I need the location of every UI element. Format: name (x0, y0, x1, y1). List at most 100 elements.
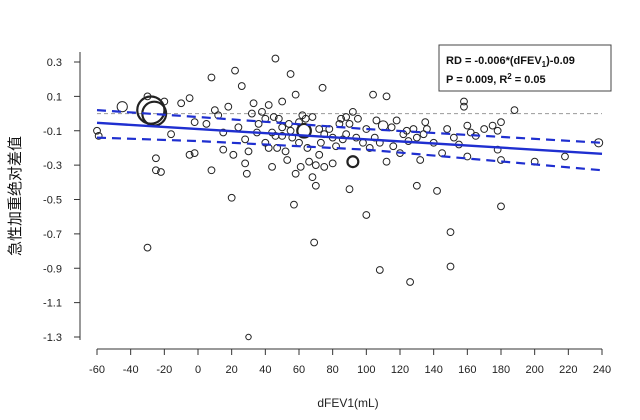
data-point (94, 132, 103, 140)
data-point (463, 152, 472, 161)
axes (79, 52, 602, 350)
annotation-line-2: P = 0.009, R2 = 0.05 (446, 72, 546, 86)
data-point (285, 119, 293, 128)
data-point (185, 94, 194, 102)
data-point (382, 157, 391, 166)
data-point (249, 99, 258, 108)
data-point (392, 116, 401, 125)
data-point (316, 138, 325, 147)
data-point (362, 211, 371, 219)
data-point (286, 126, 295, 135)
data-point (433, 187, 441, 195)
data-point (369, 90, 377, 99)
y-tick-label: -0.5 (43, 195, 62, 207)
data-point (271, 54, 280, 63)
x-tick-label: 120 (391, 364, 409, 376)
data-point (177, 99, 186, 108)
y-tick-group: 0.3 0.1 -0.1 -0.3 -0.5 -0.7 -0.9 -1.1 -1.3 (43, 57, 80, 344)
annotation-box (438, 44, 612, 92)
data-point (219, 128, 228, 137)
data-point (497, 202, 505, 211)
data-point (242, 169, 251, 178)
data-point (488, 121, 497, 130)
data-point (229, 150, 238, 159)
data-point (258, 107, 266, 116)
y-tick-label: -1.3 (43, 332, 62, 344)
x-tick-label: 100 (357, 364, 375, 376)
data-point (190, 149, 199, 157)
data-point (510, 106, 519, 115)
data-point (328, 159, 337, 168)
data-point (207, 166, 216, 175)
x-tick-label: -40 (123, 364, 139, 376)
y-axis-label: 急性加重绝对差值 (6, 136, 24, 256)
data-point (231, 66, 239, 75)
data-point (202, 119, 211, 128)
data-point (387, 123, 396, 132)
data-points (93, 54, 604, 341)
y-tick-label: -0.1 (43, 126, 62, 138)
x-tick-label: 0 (195, 364, 201, 376)
x-tick-label: 140 (424, 364, 442, 376)
data-point (219, 145, 228, 154)
x-tick-label: -60 (89, 364, 105, 376)
data-point (268, 162, 276, 171)
y-tick-label: -0.7 (43, 229, 62, 241)
data-point (116, 101, 128, 113)
x-tick-label: -20 (156, 364, 172, 376)
data-point (497, 118, 505, 127)
data-point (421, 118, 430, 127)
data-point (167, 130, 175, 139)
data-point (311, 181, 320, 190)
y-tick-label: 0.1 (47, 91, 62, 103)
x-tick-label: 80 (327, 364, 339, 376)
data-point (337, 114, 345, 123)
data-point (296, 122, 312, 139)
data-point (382, 92, 391, 101)
data-point (296, 162, 305, 171)
data-point (136, 95, 166, 125)
data-point (310, 238, 319, 247)
data-point (412, 181, 421, 190)
data-point (286, 70, 295, 78)
data-point (305, 157, 314, 166)
data-point (311, 161, 320, 170)
y-tick-label: -0.9 (43, 263, 62, 275)
y-tick-label: 0.3 (47, 57, 62, 69)
data-point (185, 150, 194, 159)
x-tick-label: 220 (559, 364, 577, 376)
x-axis-label: dFEV1(mL) (317, 396, 378, 410)
data-point (190, 118, 199, 127)
x-tick-label: 160 (458, 364, 476, 376)
data-point (446, 262, 455, 271)
data-point (278, 97, 287, 106)
data-point (423, 125, 431, 133)
data-point (278, 123, 287, 132)
regression-line (96, 121, 603, 155)
data-point (157, 168, 165, 176)
data-point (93, 126, 101, 135)
data-point (143, 243, 152, 252)
data-point (354, 114, 362, 123)
data-point (412, 133, 421, 142)
data-point (207, 73, 216, 82)
data-point (308, 173, 317, 182)
data-point (332, 142, 340, 151)
data-point (480, 125, 489, 133)
data-point (345, 119, 354, 128)
data-point (308, 113, 317, 121)
data-point (264, 101, 273, 109)
data-point (389, 142, 398, 151)
data-point (342, 130, 351, 139)
data-point (348, 107, 357, 116)
data-point (269, 113, 278, 121)
data-point (241, 159, 250, 168)
data-point (224, 102, 233, 111)
data-point (291, 90, 300, 99)
data-point (303, 144, 312, 152)
y-tick-label: -0.3 (43, 160, 62, 172)
x-tick-label: 200 (525, 364, 543, 376)
data-point (406, 278, 415, 286)
data-point (315, 125, 324, 133)
